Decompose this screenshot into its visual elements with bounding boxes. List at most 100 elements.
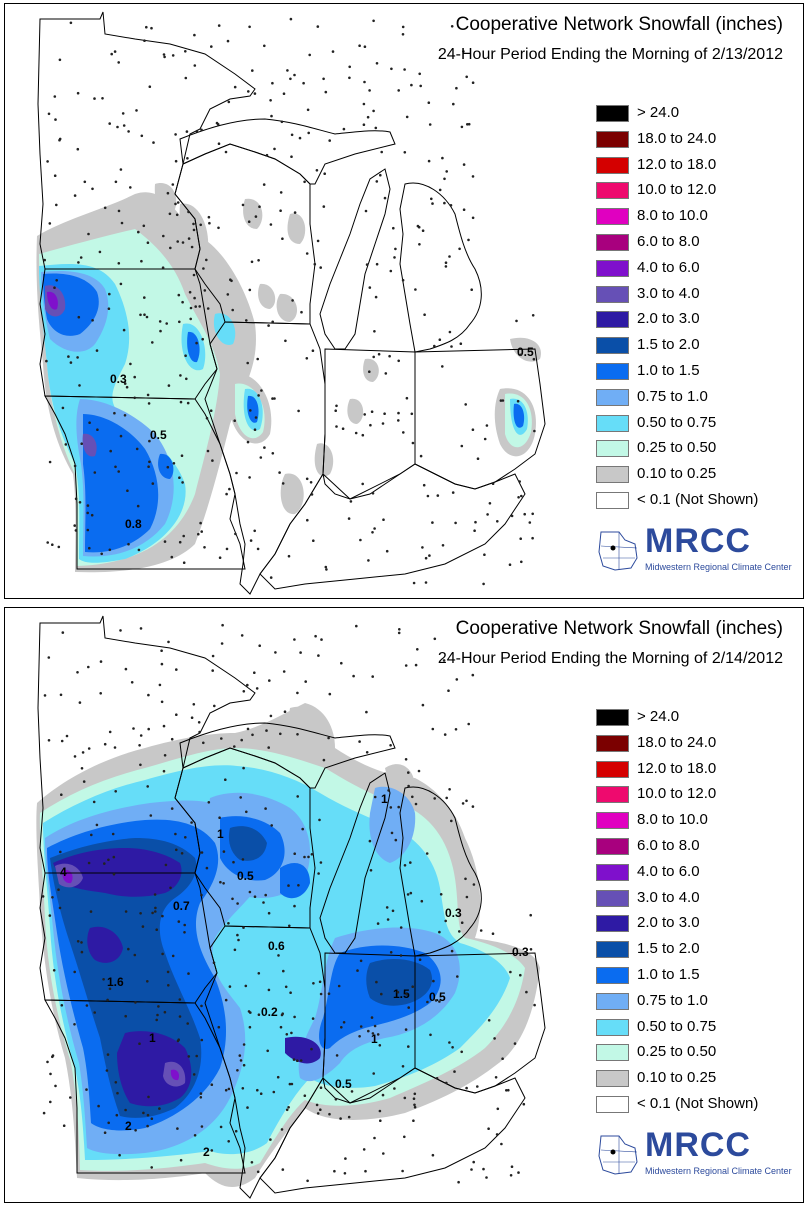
station-dot	[454, 728, 458, 731]
station-dot	[181, 241, 185, 244]
station-dot	[298, 136, 302, 140]
station-dot	[73, 464, 77, 468]
station-dot	[87, 861, 91, 865]
station-dot	[210, 1083, 214, 1086]
station-dot	[103, 742, 107, 746]
station-dot	[380, 992, 383, 996]
station-dot	[431, 521, 434, 524]
station-dot	[455, 678, 459, 681]
station-dot	[347, 1115, 351, 1119]
station-dot	[113, 50, 117, 53]
station-dot	[389, 269, 393, 273]
legend-label: 0.10 to 0.25	[637, 465, 717, 483]
station-dot	[176, 201, 180, 204]
station-dot	[499, 399, 503, 402]
station-dot	[199, 223, 202, 227]
station-dot	[371, 492, 375, 495]
station-dot	[139, 763, 142, 767]
station-dot	[103, 862, 106, 865]
station-dot	[501, 399, 505, 402]
station-dot	[116, 125, 119, 129]
station-dot	[200, 1038, 204, 1042]
station-dot	[163, 754, 167, 757]
station-dot	[46, 1060, 49, 1064]
station-dot	[134, 1129, 137, 1132]
legend-swatch	[596, 1018, 629, 1036]
station-dot	[496, 520, 499, 523]
station-dot	[202, 741, 205, 745]
station-dot	[114, 1081, 118, 1084]
station-dot	[74, 529, 78, 532]
station-dot	[200, 1004, 203, 1008]
legend-label: 1.0 to 1.5	[637, 361, 700, 379]
station-dot	[248, 476, 251, 479]
station-dot	[306, 518, 309, 522]
station-dot	[450, 819, 453, 823]
station-dot	[168, 212, 172, 216]
station-dot	[427, 101, 431, 104]
station-dot	[448, 330, 452, 334]
station-dot	[133, 953, 137, 957]
station-dot	[369, 869, 373, 872]
station-dot	[152, 141, 155, 144]
station-dot	[73, 524, 76, 527]
station-dot	[90, 833, 93, 837]
station-dot	[402, 431, 405, 434]
station-dot	[124, 1108, 127, 1112]
station-dot	[442, 659, 446, 662]
station-dot	[117, 209, 121, 213]
station-dot	[399, 926, 403, 929]
station-dot	[106, 1053, 110, 1056]
station-dot	[425, 852, 429, 855]
station-dot	[271, 320, 275, 324]
station-dot	[433, 637, 437, 641]
station-dot	[445, 796, 449, 800]
station-dot	[388, 354, 391, 358]
station-dot	[421, 546, 424, 549]
station-dot	[146, 785, 149, 788]
station-dot	[493, 1037, 496, 1040]
station-dot	[519, 973, 522, 977]
station-dot	[202, 267, 205, 270]
station-dot	[274, 651, 277, 654]
snowfall-value-label: 0.3	[110, 372, 127, 386]
station-dot	[151, 341, 154, 344]
station-dot	[399, 954, 403, 957]
station-dot	[87, 232, 90, 236]
station-dot	[393, 256, 396, 259]
station-dot	[460, 921, 464, 924]
station-dot	[373, 527, 376, 530]
snowfall-value-label: 1.5	[393, 987, 410, 1001]
station-dot	[381, 1093, 385, 1097]
station-dot	[428, 123, 432, 126]
station-dot	[138, 1042, 141, 1045]
station-dot	[507, 1088, 510, 1092]
snowfall-value-label: 0.5	[237, 869, 254, 883]
station-dot	[496, 1107, 500, 1111]
station-dot	[140, 134, 144, 138]
station-dot	[376, 922, 380, 925]
station-dot	[136, 504, 140, 508]
station-dot	[510, 514, 514, 518]
station-dot	[88, 421, 91, 425]
station-dot	[532, 357, 536, 361]
station-dot	[150, 1117, 154, 1120]
station-dot	[373, 795, 377, 799]
station-dot	[224, 150, 228, 154]
station-dot	[293, 211, 297, 214]
station-dot	[124, 667, 128, 671]
station-dot	[124, 1014, 127, 1018]
station-dot	[367, 559, 370, 562]
station-dot	[386, 918, 390, 921]
snowfall-shading-violet	[47, 291, 58, 310]
station-dot	[93, 471, 97, 474]
station-dot	[265, 153, 269, 157]
snowfall-value-label: 0.3	[512, 945, 529, 959]
station-dot	[117, 262, 121, 265]
station-dot	[185, 377, 188, 381]
station-dot	[315, 1103, 319, 1107]
station-dot	[401, 25, 405, 29]
station-dot	[124, 910, 128, 913]
station-dot	[356, 969, 359, 972]
station-dot	[397, 411, 400, 415]
